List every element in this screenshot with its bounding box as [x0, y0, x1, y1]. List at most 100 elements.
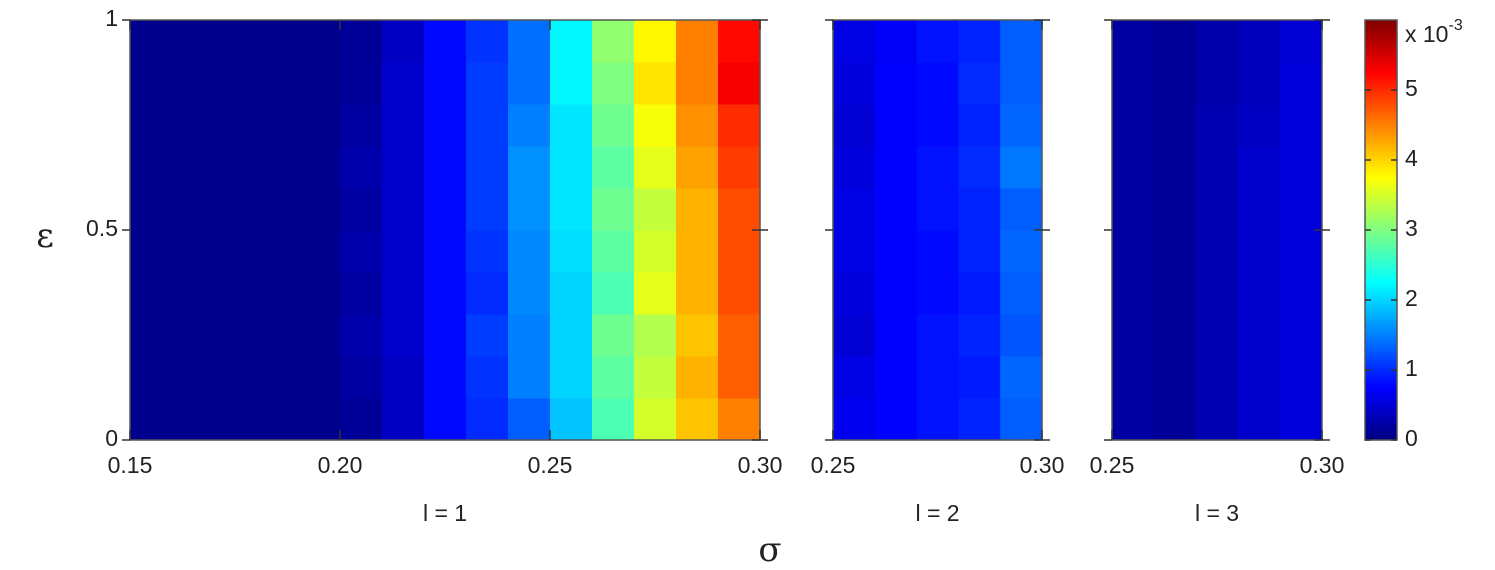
heatmap-cell	[1238, 398, 1281, 441]
x-tick-label: 0.30	[1020, 452, 1065, 478]
colorbar-tick-label: 3	[1405, 215, 1418, 241]
heatmap-cell	[1196, 314, 1239, 357]
heatmap-cell	[1112, 314, 1155, 357]
heatmap-cell	[382, 356, 425, 399]
heatmap-cell	[424, 314, 467, 357]
heatmap-cell	[958, 398, 1001, 441]
heatmap-cell	[172, 230, 215, 273]
x-tick-label: 0.30	[1300, 452, 1345, 478]
heatmap-cell	[1196, 230, 1239, 273]
heatmap-cell	[833, 188, 876, 231]
heatmap-cell	[214, 230, 257, 273]
heatmap-cell	[718, 146, 761, 189]
heatmap-cell	[130, 62, 173, 105]
heatmap-cell	[508, 20, 551, 63]
heatmap-cell	[508, 230, 551, 273]
heatmap-cell	[214, 356, 257, 399]
heatmap-cell	[592, 146, 635, 189]
heatmap-cell	[718, 356, 761, 399]
heatmap-cell	[1154, 146, 1197, 189]
heatmap-cell	[1112, 230, 1155, 273]
heatmap-cell	[676, 230, 719, 273]
heatmap-cell	[340, 62, 383, 105]
heatmap-cell	[256, 188, 299, 231]
heatmap-cell	[172, 398, 215, 441]
heatmap-cell	[1280, 188, 1323, 231]
heatmap-cell	[676, 398, 719, 441]
heatmap-cell	[214, 314, 257, 357]
heatmap-cell	[256, 104, 299, 147]
heatmap-cell	[634, 104, 677, 147]
heatmap-cell	[256, 356, 299, 399]
x-tick-label: 0.25	[1090, 452, 1135, 478]
heatmap-cell	[958, 356, 1001, 399]
heatmap-cell	[676, 356, 719, 399]
heatmap-cell	[424, 230, 467, 273]
heatmap-cell	[634, 62, 677, 105]
heatmap-cell	[1238, 230, 1281, 273]
heatmap-cell	[1280, 356, 1323, 399]
heatmap-cell	[214, 104, 257, 147]
heatmap-cell	[958, 314, 1001, 357]
heatmap-cell	[916, 398, 959, 441]
heatmap-cell	[508, 398, 551, 441]
heatmap-cell	[214, 20, 257, 63]
heatmap-cell	[550, 20, 593, 63]
heatmap-cell	[916, 146, 959, 189]
heatmap-cell	[382, 272, 425, 315]
heatmap-cell	[508, 146, 551, 189]
heatmap-cell	[340, 398, 383, 441]
heatmap-cell	[1196, 188, 1239, 231]
heatmap-cell	[1154, 314, 1197, 357]
heatmap-cell	[634, 356, 677, 399]
heatmap-cell	[298, 104, 341, 147]
heatmap-cell	[833, 356, 876, 399]
heatmap-cell	[466, 356, 509, 399]
heatmap-cell	[466, 62, 509, 105]
heatmap-cell	[916, 104, 959, 147]
heatmap-cell	[382, 20, 425, 63]
heatmap-cell	[874, 230, 918, 273]
heatmap-cell	[172, 314, 215, 357]
heatmap-cell	[1196, 104, 1239, 147]
heatmap-cell	[718, 314, 761, 357]
heatmap-cell	[676, 188, 719, 231]
heatmap-cell	[958, 188, 1001, 231]
heatmap-cell	[508, 62, 551, 105]
heatmap-cell	[874, 272, 918, 315]
heatmap-cell	[1112, 398, 1155, 441]
heatmap-cell	[340, 272, 383, 315]
heatmap-cell	[676, 62, 719, 105]
heatmap-cell	[1154, 230, 1197, 273]
heatmap-cell	[550, 104, 593, 147]
heatmap-cell	[130, 146, 173, 189]
heatmap-cell	[874, 104, 918, 147]
x-tick-label: 0.15	[108, 452, 153, 478]
heatmap-cell	[1154, 272, 1197, 315]
heatmap-cell	[256, 146, 299, 189]
colorbar-tick-label: 0	[1405, 425, 1418, 451]
heatmap-cell	[550, 398, 593, 441]
heatmap-cell	[958, 146, 1001, 189]
heatmap-cell	[256, 20, 299, 63]
heatmap-cell	[1000, 314, 1043, 357]
heatmap-cell	[874, 188, 918, 231]
heatmap-cell	[1196, 356, 1239, 399]
heatmap-cell	[466, 146, 509, 189]
heatmap-cell	[592, 272, 635, 315]
heatmap-cell	[130, 272, 173, 315]
heatmap-cell	[1280, 104, 1323, 147]
heatmap-cell	[424, 20, 467, 63]
heatmap-cell	[592, 104, 635, 147]
heatmap-cell	[592, 356, 635, 399]
heatmap-cell	[833, 230, 876, 273]
heatmap-cell	[833, 314, 876, 357]
heatmap-cell	[634, 314, 677, 357]
heatmap-cell	[130, 356, 173, 399]
heatmap-cell	[466, 272, 509, 315]
panel-title: l = 3	[1195, 500, 1239, 526]
heatmap-cell	[958, 104, 1001, 147]
heatmap-cell	[130, 398, 173, 441]
heatmap-cell	[214, 272, 257, 315]
